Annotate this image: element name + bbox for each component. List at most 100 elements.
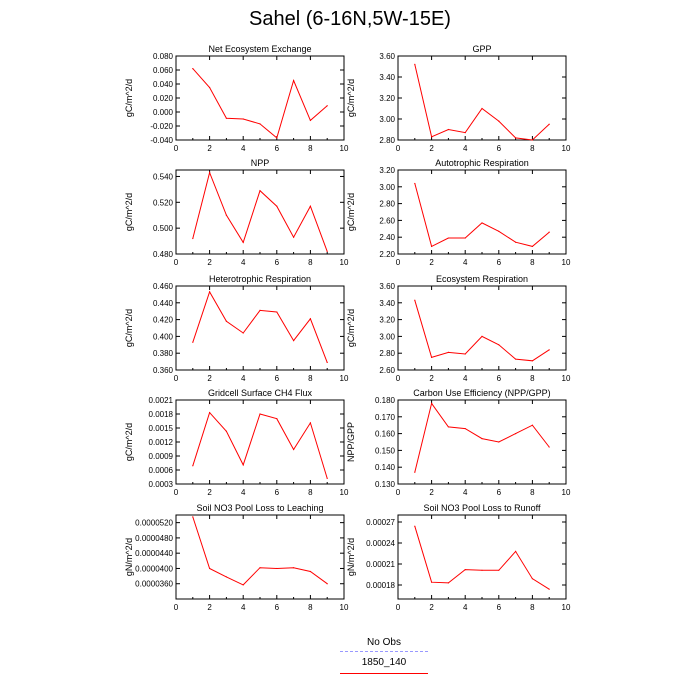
data-point <box>464 132 466 134</box>
data-point <box>481 107 483 110</box>
x-tick-label: 4 <box>463 258 468 267</box>
x-tick-label: 10 <box>562 374 571 383</box>
data-point <box>225 576 227 578</box>
data-point <box>531 424 534 426</box>
x-tick-label: 4 <box>463 488 468 497</box>
data-point <box>548 231 550 233</box>
data-point <box>209 412 211 414</box>
y-tick-label: 0.00027 <box>366 518 395 527</box>
data-point <box>548 349 550 351</box>
panel-title: Gridcell Surface CH4 Flux <box>208 388 313 398</box>
y-tick-label: 0.00018 <box>366 581 395 590</box>
plot-frame <box>397 169 567 255</box>
data-point <box>309 119 311 121</box>
legend-model-label: 1850_140 <box>361 657 407 668</box>
x-tick-label: 10 <box>340 258 349 267</box>
y-tick-label: 2.40 <box>379 233 395 242</box>
y-tick-label: 2.80 <box>379 200 395 209</box>
y-tick-label: 0.0012 <box>149 438 174 447</box>
data-point <box>293 236 295 238</box>
data-point <box>192 341 194 343</box>
data-point <box>259 309 261 311</box>
data-point <box>209 171 211 174</box>
data-point <box>276 418 278 420</box>
y-tick-label: 3.20 <box>379 166 395 175</box>
y-tick-label: 2.60 <box>379 366 395 375</box>
series-line <box>414 526 550 590</box>
x-tick-label: 6 <box>275 144 280 153</box>
x-tick-label: 10 <box>340 374 349 383</box>
panel-title: NPP <box>251 158 270 168</box>
x-tick-label: 4 <box>463 144 468 153</box>
data-point <box>192 237 194 240</box>
data-point <box>326 583 328 585</box>
y-axis-label: gC/m^2/d <box>124 79 134 117</box>
plot-frame <box>175 169 345 255</box>
legend-obs-label: No Obs <box>367 637 401 648</box>
data-point <box>192 465 194 467</box>
x-tick-label: 6 <box>275 258 280 267</box>
y-tick-label: 3.60 <box>379 52 395 61</box>
data-point <box>531 139 534 141</box>
data-point <box>531 245 534 248</box>
x-tick-label: 2 <box>429 488 434 497</box>
x-tick-label: 8 <box>308 603 313 612</box>
y-tick-label: 0.040 <box>153 80 174 89</box>
data-point <box>464 237 466 239</box>
y-tick-label: 0.160 <box>375 430 396 439</box>
x-tick-label: 10 <box>340 144 349 153</box>
y-tick-label: 2.80 <box>379 349 395 358</box>
data-point <box>192 516 194 518</box>
data-point <box>481 438 483 440</box>
y-axis-label: gC/m^2/d <box>346 79 356 117</box>
data-point <box>276 205 278 207</box>
x-tick-label: 4 <box>463 374 468 383</box>
y-tick-label: 0.480 <box>153 250 174 259</box>
data-point <box>498 344 500 346</box>
y-tick-label: 0.540 <box>153 172 174 181</box>
y-axis-label: gC/m^2/d <box>124 309 134 347</box>
data-point <box>447 237 449 239</box>
y-tick-label: 0.0000520 <box>135 519 173 528</box>
x-tick-label: 6 <box>497 603 502 612</box>
x-tick-label: 2 <box>207 374 212 383</box>
x-tick-label: 8 <box>308 144 313 153</box>
chart-panel-1: Net Ecosystem Exchange gC/m^2/d 0 2 4 6 8 10 -0.… <box>124 44 349 153</box>
series-line <box>414 300 550 362</box>
data-point <box>498 569 500 571</box>
data-point <box>242 332 244 334</box>
data-point <box>414 471 416 473</box>
y-tick-label: 0.440 <box>153 299 174 308</box>
y-tick-label: 0.000 <box>153 108 174 117</box>
y-tick-label: 0.0003 <box>149 480 174 489</box>
y-tick-label: 0.150 <box>375 446 396 455</box>
data-point <box>259 190 261 192</box>
x-tick-label: 2 <box>429 258 434 267</box>
page-title: Sahel (6-16N,5W-15E) <box>249 8 451 30</box>
x-tick-label: 8 <box>530 258 535 267</box>
x-tick-label: 4 <box>241 488 246 497</box>
y-tick-label: 3.00 <box>379 183 395 192</box>
chart-panel-2: GPP gC/m^2/d 0 2 4 6 8 10 2.80 3.00 3.20 3.40 3.60 <box>346 44 571 153</box>
y-tick-label: 2.60 <box>379 216 395 225</box>
data-point <box>209 567 211 570</box>
y-tick-label: 0.400 <box>153 332 174 341</box>
legend-obs-line <box>340 651 428 652</box>
data-point <box>225 430 227 432</box>
y-tick-label: 0.170 <box>375 413 396 422</box>
data-point <box>431 136 433 138</box>
x-tick-label: 2 <box>429 144 434 153</box>
data-point <box>464 353 466 355</box>
x-tick-label: 0 <box>396 603 401 612</box>
data-point <box>414 182 416 185</box>
y-tick-label: 0.0000480 <box>135 534 173 543</box>
x-tick-label: 8 <box>308 488 313 497</box>
data-point <box>447 426 449 428</box>
chart-panel-8: Carbon Use Efficiency (NPP/GPP) NPP/GPP 0 2… <box>346 388 571 497</box>
y-tick-label: 3.20 <box>379 94 395 103</box>
data-point <box>209 86 211 89</box>
y-axis-label: gN/m^2/d <box>124 538 134 576</box>
x-tick-label: 10 <box>562 488 571 497</box>
plot-frame <box>397 55 567 141</box>
series-line <box>192 290 328 363</box>
